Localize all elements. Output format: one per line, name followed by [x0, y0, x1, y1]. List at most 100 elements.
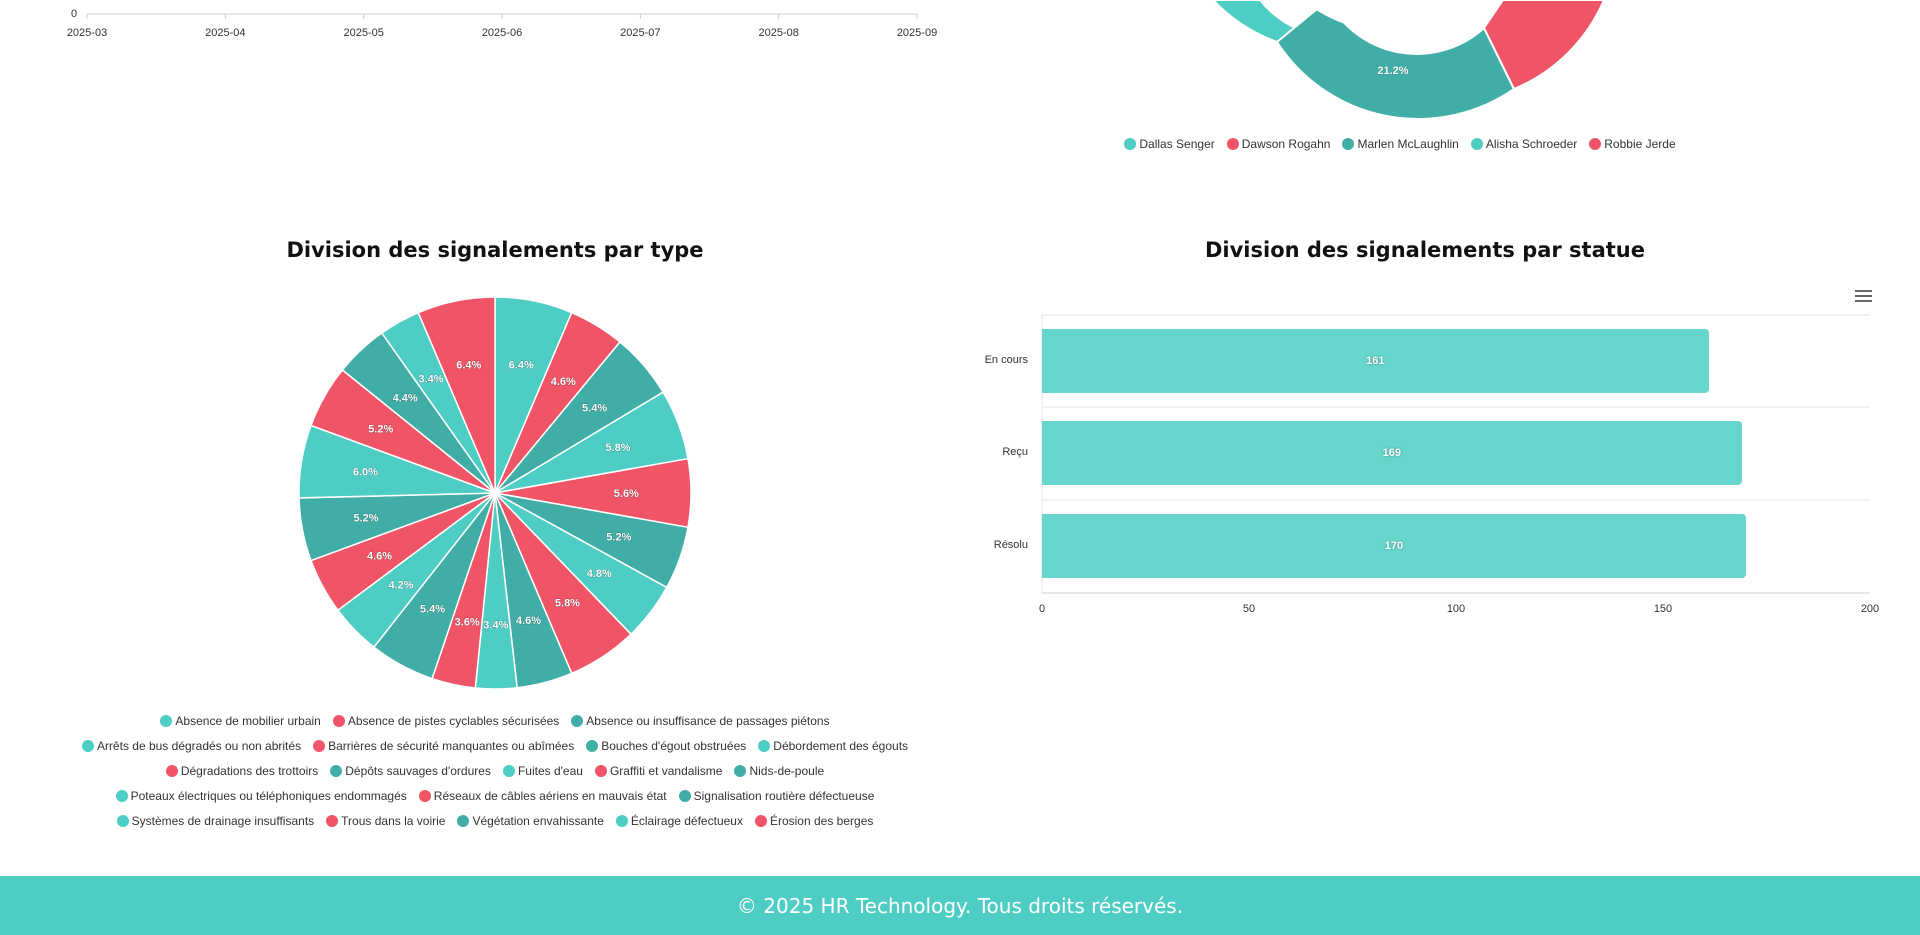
donut-chart: 21.2% [1211, 0, 1606, 120]
footer: © 2025 HR Technology. Tous droits réserv… [0, 876, 1920, 935]
legend-marker [1124, 138, 1137, 150]
legend-label: Alisha Schroeder [1485, 137, 1578, 151]
pie-value-label: 4.6% [551, 376, 576, 388]
legend-label: Érosion des berges [769, 814, 874, 828]
pie-value-label: 5.6% [614, 488, 639, 500]
legend-item-graffiti-et-vandalisme[interactable]: Graffiti et vandalisme [594, 764, 723, 778]
legend-label: Dégradations des trottoirs [180, 764, 319, 778]
x-tick-label: 50 [1242, 603, 1256, 615]
pie-value-label: 4.2% [388, 580, 413, 592]
x-tick-label: 200 [1860, 603, 1880, 615]
legend-marker [115, 790, 128, 802]
legend-marker [1589, 138, 1602, 150]
legend-marker [332, 715, 345, 727]
donut-value-label: 21.2% [1377, 65, 1408, 77]
category-label: Reçu [1002, 446, 1028, 458]
legend-item-bouches-d-egout-obstruees[interactable]: Bouches d'égout obstruées [586, 739, 746, 753]
legend-item-signalisation-routiere-defectueuse[interactable]: Signalisation routière défectueuse [678, 789, 874, 803]
pie-value-label: 6.4% [456, 359, 481, 371]
legend-label: Arrêts de bus dégradés ou non abrités [96, 739, 302, 753]
category-label: En cours [984, 354, 1028, 366]
legend-label: Graffiti et vandalisme [609, 764, 723, 778]
pie-value-label: 6.4% [509, 359, 534, 371]
bar-value-label: 161 [1366, 355, 1385, 367]
chart-menu-icon[interactable] [1855, 290, 1872, 302]
legend-marker [330, 765, 343, 777]
pie-slice-erosion-des-berges[interactable] [417, 296, 496, 494]
legend-label: Absence de mobilier urbain [175, 714, 321, 728]
bar-value-label: 169 [1382, 447, 1401, 459]
legend-marker [594, 765, 607, 777]
legend-item-eclairage-defectueux[interactable]: Éclairage défectueux [615, 814, 743, 828]
pie-value-label: 3.6% [455, 616, 480, 628]
legend-item-erosion-des-berges[interactable]: Érosion des berges [754, 814, 874, 828]
legend-item-absence-ou-insuffisance-de-passages-pietons[interactable]: Absence ou insuffisance de passages piét… [571, 714, 830, 728]
x-tick-label: 2025-03 [66, 27, 108, 39]
legend-label: Végétation envahissante [472, 814, 604, 828]
legend-item-absence-de-mobilier-urbain[interactable]: Absence de mobilier urbain [160, 714, 321, 728]
bar-recu[interactable]: 169 [1042, 421, 1742, 485]
footer-copyright: © 2025 HR Technology. Tous droits réserv… [736, 893, 1184, 918]
legend-label: Absence ou insuffisance de passages piét… [586, 714, 830, 728]
legend-item-absence-de-pistes-cyclables-securisees[interactable]: Absence de pistes cyclables sécurisées [332, 714, 560, 728]
pie-value-label: 4.8% [587, 568, 612, 580]
legend-marker [160, 715, 173, 727]
pie-value-label: 4.6% [516, 615, 541, 627]
legend-label: Barrières de sécurité manquantes ou abîm… [328, 739, 575, 753]
category-label: Résolu [993, 539, 1028, 551]
legend-label: Nids-de-poule [749, 764, 825, 778]
legend-item-dallas-senger[interactable]: Dallas Senger [1124, 137, 1215, 151]
legend-item-alisha-schroeder[interactable]: Alisha Schroeder [1470, 137, 1578, 151]
legend-item-dawson-rogahn[interactable]: Dawson Rogahn [1226, 137, 1330, 151]
pie-value-label: 5.4% [582, 402, 607, 414]
legend-item-degradations-des-trottoirs[interactable]: Dégradations des trottoirs [165, 764, 319, 778]
x-tick-label: 2025-08 [758, 27, 799, 39]
x-tick-label: 2025-06 [481, 27, 523, 39]
legend-item-barrieres-de-securite-manquantes-ou-abimees[interactable]: Barrières de sécurité manquantes ou abîm… [313, 739, 574, 753]
legend-item-depots-sauvages-d-ordures[interactable]: Dépôts sauvages d'ordures [330, 764, 491, 778]
legend-marker [754, 815, 767, 827]
legend-item-fuites-d-eau[interactable]: Fuites d'eau [502, 764, 583, 778]
legend-marker [116, 815, 129, 827]
legend-item-arrets-de-bus-degrades-ou-non-abrites[interactable]: Arrêts de bus dégradés ou non abrités [81, 739, 302, 753]
legend-item-robbie-jerde[interactable]: Robbie Jerde [1589, 137, 1676, 151]
legend-item-marlen-mclaughlin[interactable]: Marlen McLaughlin [1342, 137, 1459, 151]
legend-label: Poteaux électriques ou téléphoniques end… [130, 789, 407, 803]
x-tick-label: 150 [1653, 603, 1673, 615]
legend-item-reseaux-de-cables-aeriens-en-mauvais-etat[interactable]: Réseaux de câbles aériens en mauvais éta… [418, 789, 667, 803]
pie-value-label: 6.0% [353, 467, 378, 479]
pie-value-label: 5.8% [555, 598, 580, 610]
legend-item-systemes-de-drainage-insuffisants[interactable]: Systèmes de drainage insuffisants [116, 814, 314, 828]
legend-marker [418, 790, 431, 802]
pie-value-label: 5.2% [606, 532, 631, 544]
x-tick-label: 100 [1446, 603, 1466, 615]
legend-item-debordement-des-egouts[interactable]: Débordement des égouts [758, 739, 908, 753]
y-tick-label: 0 [71, 8, 78, 20]
bar-en-cours[interactable]: 161 [1042, 329, 1709, 393]
legend-item-poteaux-electriques-ou-telephoniques-endommages[interactable]: Poteaux électriques ou téléphoniques end… [115, 789, 407, 803]
legend-label: Fuites d'eau [517, 764, 583, 778]
legend-label: Dépôts sauvages d'ordures [345, 764, 491, 778]
pie-value-label: 5.2% [353, 513, 378, 525]
donut-slice-robbie-jerde[interactable] [1482, 0, 1606, 91]
x-tick-label: 0 [1038, 603, 1046, 615]
x-axis-line [86, 13, 918, 19]
legend-item-trous-dans-la-voirie[interactable]: Trous dans la voirie [326, 814, 445, 828]
bar-resolu[interactable]: 170 [1042, 514, 1746, 578]
legend-marker [571, 715, 584, 727]
legend-marker [165, 765, 178, 777]
pie-value-label: 5.2% [368, 423, 393, 435]
legend-marker [678, 790, 691, 802]
legend-marker [502, 765, 515, 777]
legend-marker [1342, 138, 1355, 150]
legend-marker [615, 815, 628, 827]
bar-chart-title: Division des signalements par statue [1204, 238, 1645, 262]
legend-label: Robbie Jerde [1604, 137, 1676, 151]
legend-label: Absence de pistes cyclables sécurisées [347, 714, 560, 728]
pie-value-label: 4.6% [367, 551, 392, 563]
pie-chart-title: Division des signalements par type [286, 238, 704, 262]
legend-item-nids-de-poule[interactable]: Nids-de-poule [734, 764, 824, 778]
legend-marker [1470, 138, 1483, 150]
legend-item-vegetation-envahissante[interactable]: Végétation envahissante [457, 814, 604, 828]
legend-marker [586, 740, 599, 752]
